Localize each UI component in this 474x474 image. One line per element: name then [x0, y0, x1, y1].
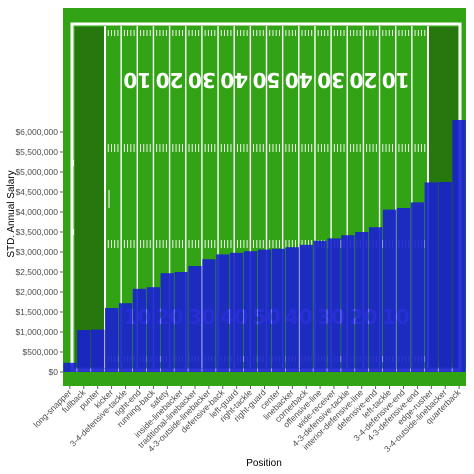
yard-number-top: 30 — [317, 68, 345, 92]
bars — [63, 120, 466, 372]
bar-defensive-end — [369, 227, 383, 372]
y-tick-label: $3,000,000 — [15, 247, 58, 257]
bar-3-4-outside-linebacker — [438, 182, 452, 372]
bar-3-4-defensive-end — [396, 208, 411, 372]
bar-long-snapper — [63, 362, 77, 372]
yard-number-top: 20 — [156, 68, 184, 92]
x-axis: long-snapperfullbackpunterkicker3-4-defe… — [31, 386, 463, 454]
y-tick-label: $1,000,000 — [15, 327, 58, 337]
bar-edge-rusher — [424, 182, 438, 372]
y-tick-label: $500,000 — [23, 347, 59, 357]
y-tick-label: $4,500,000 — [15, 187, 58, 197]
bar-wide-receiver — [327, 238, 341, 372]
bar-safety — [160, 273, 174, 372]
bar-interior-defensive-line — [355, 232, 369, 372]
y-tick-label: $3,500,000 — [15, 227, 58, 237]
yard-number-top: 10 — [382, 68, 410, 92]
bar-right-guard — [257, 249, 272, 372]
bar-4-3-outside-linebacker — [202, 259, 216, 372]
y-tick-label: $2,500,000 — [15, 267, 58, 277]
bar-running-back — [146, 287, 160, 372]
bar-right-tackle — [243, 251, 258, 372]
bar-4-3-defensive-end — [410, 202, 425, 372]
bar-inside-linebacker — [174, 272, 188, 372]
bar-cornerback — [299, 244, 313, 372]
y-axis-title: STD. Annual Salary — [6, 170, 17, 257]
bar-left-tackle — [382, 209, 397, 372]
bar-left-guard — [230, 252, 244, 372]
y-axis: $0 $500,000 $1,000,000 $1,500,000 $2,000,000… — [15, 127, 63, 377]
bar-center — [271, 248, 286, 372]
yard-number-top: 40 — [220, 68, 248, 92]
y-tick-label: $0 — [49, 367, 59, 377]
bar-linebacker — [285, 247, 299, 372]
y-tick-label: $5,500,000 — [15, 147, 58, 157]
y-tick-label: $4,000,000 — [15, 207, 58, 217]
bar-traditional-linebacker — [188, 266, 202, 372]
bar-defensive-back — [216, 254, 230, 372]
yard-number-top: 30 — [188, 68, 216, 92]
bar-kicker — [104, 308, 119, 372]
bar-3-4-defensive-tackle — [118, 303, 133, 372]
yard-number-top: 10 — [123, 68, 151, 92]
y-tick-label: $2,000,000 — [15, 287, 58, 297]
pylon-marker — [71, 160, 74, 166]
yard-number-top: 20 — [349, 68, 377, 92]
x-axis-title: Position — [246, 458, 282, 469]
bar-4-3-defensive-tackle — [341, 235, 355, 372]
y-tick-label: $6,000,000 — [15, 127, 58, 137]
y-tick-label: $1,500,000 — [15, 307, 58, 317]
end-zone-left — [75, 27, 105, 367]
bar-tight-end — [132, 288, 147, 372]
bar-punter — [91, 329, 105, 372]
y-tick-label: $5,000,000 — [15, 167, 58, 177]
bar-offensive-line — [313, 240, 327, 372]
yard-number-top: 50 — [253, 68, 281, 92]
bar-quarterback — [452, 120, 466, 372]
pylon-marker — [71, 229, 74, 235]
yard-number-top: 40 — [285, 68, 313, 92]
bar-fullback — [77, 330, 91, 372]
